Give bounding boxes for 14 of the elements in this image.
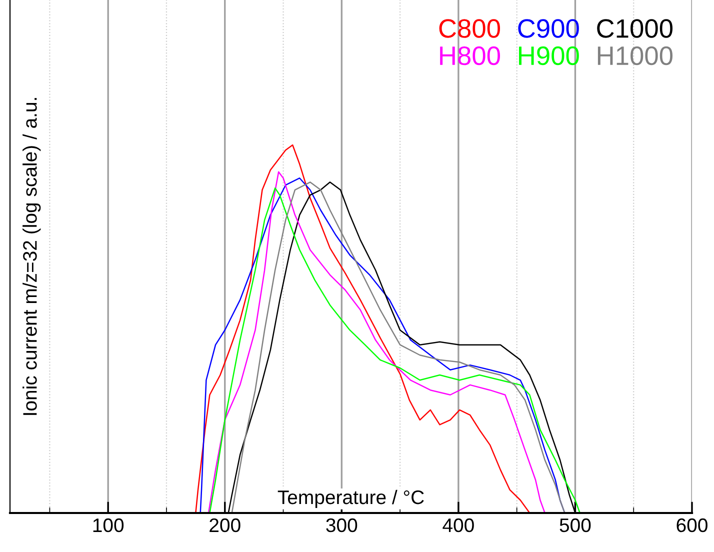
x-tick-label: 500 <box>560 518 591 532</box>
x-axis-title: Temperature / °C <box>278 490 424 508</box>
text: C900 <box>518 19 579 38</box>
text: H800 <box>440 46 500 66</box>
text: H900 <box>519 46 579 66</box>
x-tick-label: 200 <box>210 518 240 532</box>
x-tick-label: 100 <box>93 518 124 532</box>
x-tick-label: 600 <box>676 518 708 532</box>
x-tick-label: 400 <box>442 518 474 532</box>
text: H1000 <box>598 46 672 66</box>
y-axis-title: Ionic current m/z=32 (log scale) / a.u. <box>22 98 41 415</box>
text: C800 <box>439 19 500 38</box>
x-tick-label: 300 <box>326 518 358 532</box>
text: C1000 <box>597 19 672 38</box>
